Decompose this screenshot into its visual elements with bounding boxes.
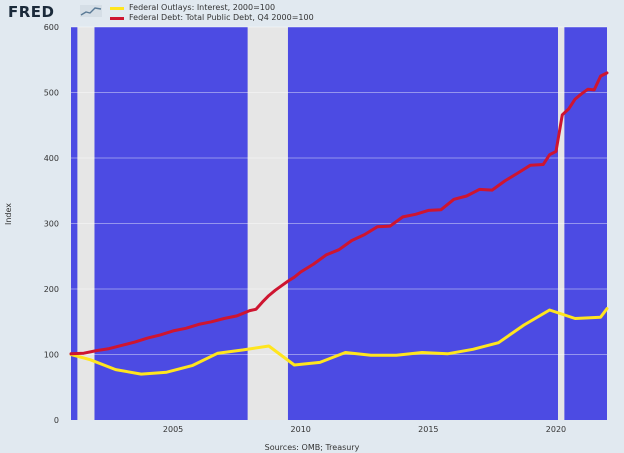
x-tick-label-2020: 2020 bbox=[546, 425, 566, 434]
legend-label-debt: Federal Debt: Total Public Debt, Q4 2000… bbox=[129, 13, 314, 22]
x-tick-label-2010: 2010 bbox=[291, 425, 311, 434]
y-tick-label-500: 500 bbox=[44, 89, 59, 98]
y-tick-label-400: 400 bbox=[44, 154, 59, 163]
legend-entry-interest: Federal Outlays: Interest, 2000=100 bbox=[110, 3, 314, 13]
y-tick-label-300: 300 bbox=[44, 220, 59, 229]
x-tick-label-2005: 2005 bbox=[163, 425, 183, 434]
fred-chart-icon bbox=[80, 5, 102, 17]
chart-source: Sources: OMB; Treasury bbox=[264, 443, 360, 452]
legend-label-interest: Federal Outlays: Interest, 2000=100 bbox=[129, 3, 276, 12]
series-line-0 bbox=[69, 307, 609, 376]
legend-swatch-interest bbox=[110, 6, 124, 10]
y-tick-label-600: 600 bbox=[44, 23, 59, 32]
series-line-1 bbox=[69, 71, 609, 356]
legend-swatch-debt bbox=[110, 16, 124, 20]
legend-entry-debt: Federal Debt: Total Public Debt, Q4 2000… bbox=[110, 13, 314, 23]
y-tick-label-100: 100 bbox=[44, 351, 59, 360]
x-tick-label-2015: 2015 bbox=[418, 425, 438, 434]
legend: Federal Outlays: Interest, 2000=100 Fede… bbox=[110, 3, 314, 23]
y-tick-label-0: 0 bbox=[54, 416, 59, 425]
y-tick-label-200: 200 bbox=[44, 285, 59, 294]
fred-logo: FRED bbox=[8, 3, 55, 21]
